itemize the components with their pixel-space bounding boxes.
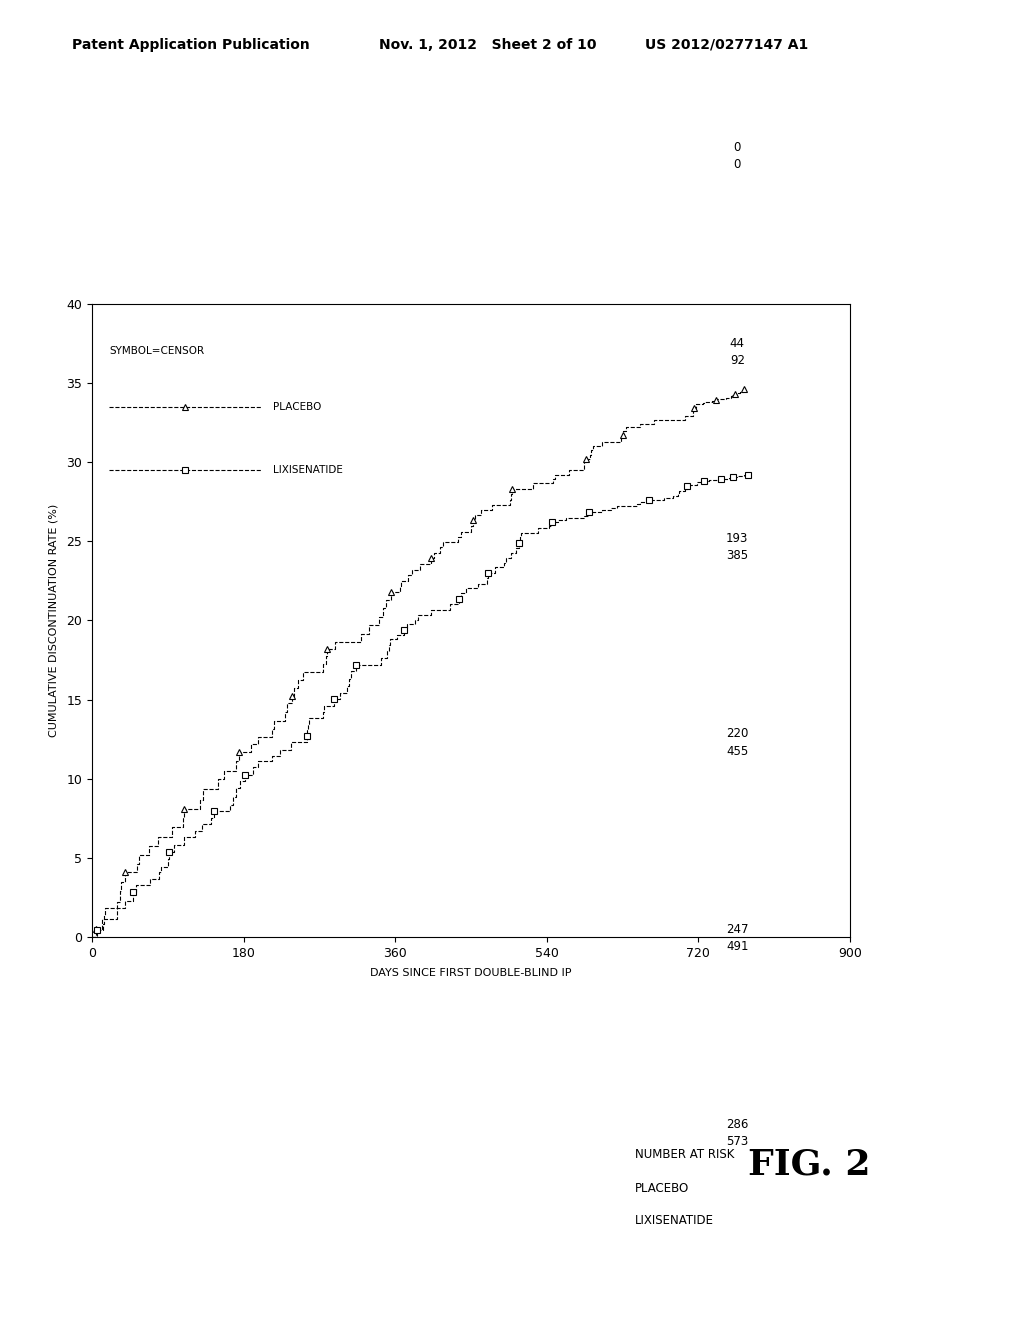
Text: SYMBOL=CENSOR: SYMBOL=CENSOR	[109, 346, 204, 356]
Text: LIXISENATIDE: LIXISENATIDE	[273, 465, 343, 475]
Text: 247: 247	[726, 923, 749, 936]
Y-axis label: CUMULATIVE DISCONTINUATION RATE (%): CUMULATIVE DISCONTINUATION RATE (%)	[48, 504, 58, 737]
Text: 0: 0	[733, 158, 741, 172]
Text: 44: 44	[730, 337, 744, 350]
Text: Nov. 1, 2012   Sheet 2 of 10: Nov. 1, 2012 Sheet 2 of 10	[379, 38, 596, 51]
Text: 220: 220	[726, 727, 749, 741]
Text: Patent Application Publication: Patent Application Publication	[72, 38, 309, 51]
Text: FIG. 2: FIG. 2	[748, 1148, 870, 1181]
Text: 193: 193	[726, 532, 749, 545]
Text: US 2012/0277147 A1: US 2012/0277147 A1	[645, 38, 808, 51]
Text: PLACEBO: PLACEBO	[273, 401, 322, 412]
Text: 286: 286	[726, 1118, 749, 1131]
Text: PLACEBO: PLACEBO	[635, 1181, 689, 1195]
Text: LIXISENATIDE: LIXISENATIDE	[635, 1214, 714, 1228]
X-axis label: DAYS SINCE FIRST DOUBLE-BLIND IP: DAYS SINCE FIRST DOUBLE-BLIND IP	[371, 969, 571, 978]
Text: 573: 573	[726, 1135, 749, 1148]
Text: 455: 455	[726, 744, 749, 758]
Text: 92: 92	[730, 354, 744, 367]
Text: NUMBER AT RISK: NUMBER AT RISK	[635, 1148, 734, 1162]
Text: 491: 491	[726, 940, 749, 953]
Text: 0: 0	[733, 141, 741, 154]
Text: 385: 385	[726, 549, 749, 562]
